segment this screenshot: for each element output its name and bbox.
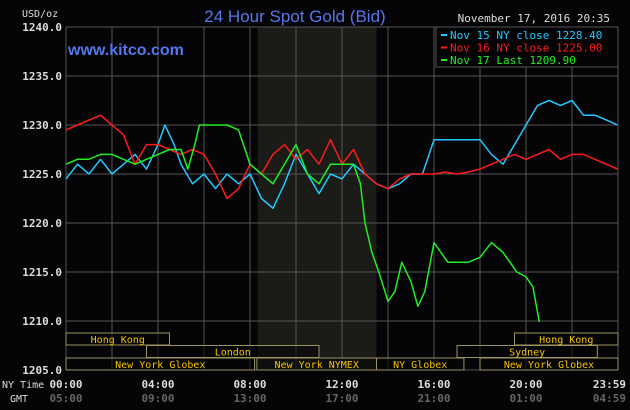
session-label: Hong Kong [539,335,593,346]
session-label: New York Globex [504,360,594,371]
y-tick-label: 1230.0 [22,119,62,132]
y-axis-unit: USD/oz [22,9,58,20]
x-tick-label-ny: 08:00 [233,378,266,391]
session-bar [65,332,170,346]
timestamp: November 17, 2016 20:35 [458,12,610,25]
x-tick-label-gmt: 21:00 [417,392,450,405]
x-tick-label-ny: 12:00 [325,378,358,391]
y-tick-label: 1240.0 [22,21,62,34]
x-tick-label-gmt: 01:00 [509,392,542,405]
session-bar [376,357,465,371]
axes: 1240.0 1235.0 1230.0 1225.0 1220.0 1215.0 1210… [22,21,626,405]
session-label: New York Globex [115,360,205,371]
x-tick-label-ny: 16:00 [417,378,450,391]
kitco-watermark: www.kitco.com [67,42,184,59]
x-tick-label-gmt: 13:00 [233,392,266,405]
gmt-row-label: GMT [10,394,28,405]
shaded-region [257,27,377,370]
x-tick-label-ny: 23:59 [593,378,626,391]
session-bar [479,357,619,371]
x-tick-label-gmt: 09:00 [141,392,174,405]
y-tick-label: 1225.0 [22,168,62,181]
ny-time-row-label: NY Time [2,380,44,391]
session-label: New York NYMEX [275,360,359,371]
x-tick-label-gmt: 05:00 [49,392,82,405]
legend-entry: Nov 16 NY close 1225.00 [450,42,602,55]
series-lines [65,99,618,323]
session-bar [65,357,256,371]
legend-entry: Nov 15 NY close 1228.40 [450,29,602,42]
session-label: NY Globex [393,360,447,371]
session-label: London [215,348,251,359]
y-tick-label: 1210.0 [22,315,62,328]
grid [65,26,619,371]
x-tick-label-gmt: 04:59 [593,392,626,405]
chart-title: 24 Hour Spot Gold (Bid) [204,7,385,26]
x-tick-label-gmt: 17:00 [325,392,358,405]
session-label: Hong Kong [91,335,145,346]
session-label: Sydney [509,348,545,359]
y-tick-label: 1220.0 [22,217,62,230]
legend-box [435,26,619,68]
y-tick-label: 1205.0 [22,364,62,377]
series-line [65,124,541,323]
x-tick-label-ny: 20:00 [509,378,542,391]
series-line [65,99,618,210]
y-tick-label: 1215.0 [22,266,62,279]
y-tick-label: 1235.0 [22,70,62,83]
x-tick-label-ny: 04:00 [141,378,174,391]
nymex-shaded-region [257,27,377,370]
legend-entry: Nov 17 Last 1209.90 [450,54,576,67]
x-tick-label-ny: 00:00 [49,378,82,391]
